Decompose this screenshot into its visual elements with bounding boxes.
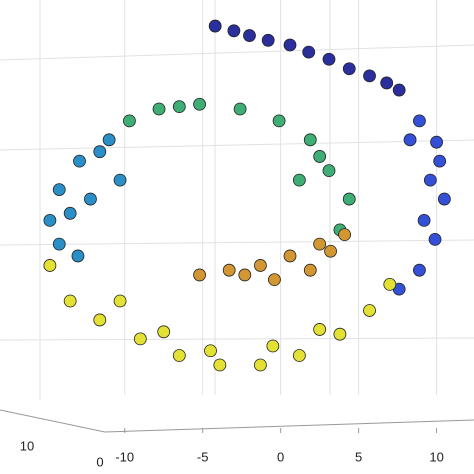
x-tick-label: -5 [197,449,209,464]
point [392,83,406,97]
point [84,192,97,206]
z-tick-label: 10 [20,438,34,453]
point [227,24,241,38]
point [113,294,127,308]
x-tick-label: 5 [355,449,362,464]
point [152,102,166,116]
point [342,62,356,76]
point [342,192,356,206]
point [302,45,316,59]
point [261,33,275,47]
point [213,358,227,372]
point [71,249,85,263]
point [292,173,306,187]
point [313,323,327,336]
point [313,150,327,163]
point [292,349,306,362]
point [102,133,116,147]
point [313,237,327,251]
point [433,154,447,168]
point [428,232,442,246]
point [253,259,267,272]
point [430,135,443,149]
point [233,102,247,116]
x-tick-label: 10 [429,449,443,464]
point [63,294,77,308]
point [413,114,426,128]
point [43,214,57,227]
point [222,263,236,277]
point [403,133,417,147]
point [172,100,186,114]
point [413,263,426,277]
point [63,206,77,220]
point [157,325,171,339]
point [266,339,280,353]
point [193,268,206,282]
point [204,344,217,358]
point [303,133,317,147]
point [253,358,267,372]
point [338,228,351,242]
point [272,114,286,128]
point [172,349,186,362]
point [113,173,127,187]
point [43,259,57,272]
point [93,313,107,327]
point [283,249,297,263]
point [303,263,317,277]
point [238,268,252,282]
point [73,154,86,168]
point [322,52,336,66]
point [423,173,437,187]
point [243,29,256,42]
point [123,114,136,128]
point [324,244,337,258]
point [437,192,451,206]
point [268,273,281,287]
point [322,164,336,178]
point [52,237,66,251]
z-tick-label: 0 [96,454,103,469]
point [383,277,397,291]
point [52,183,66,197]
point [333,327,347,341]
point [208,19,222,33]
point [363,69,376,83]
x-tick-label: 0 [277,449,284,464]
point [133,332,147,346]
background-grid [0,0,474,433]
point [283,38,297,52]
x-tick-label: -10 [115,449,134,464]
point [93,145,107,159]
point [380,76,394,90]
point [193,97,206,111]
point [363,304,376,317]
point [417,214,431,227]
